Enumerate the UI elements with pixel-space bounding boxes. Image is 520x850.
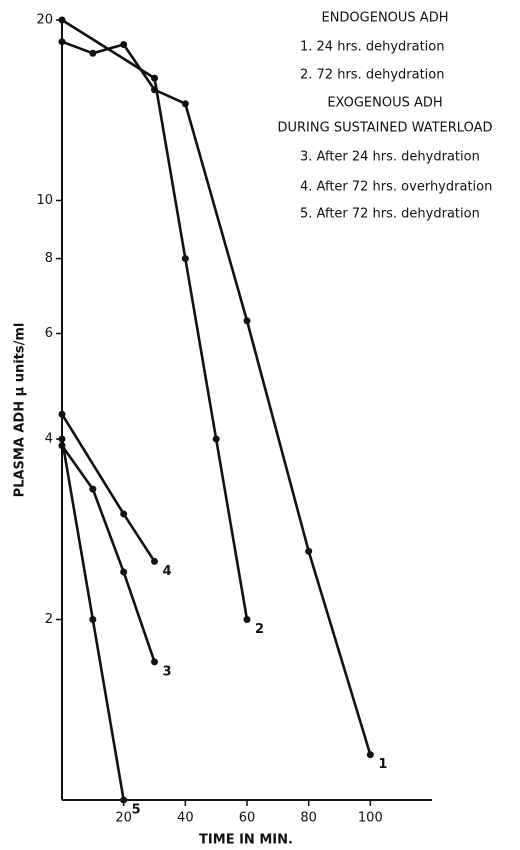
data-point [58,410,66,418]
data-point [58,38,66,46]
series-line [61,18,249,620]
legend-text: EXOGENOUS ADH [327,96,442,111]
y-tick-label: 4 [45,432,53,447]
x-tick-label: 80 [300,811,317,826]
legend-text: DURING SUSTAINED WATERLOAD [278,121,493,136]
data-point [89,485,97,493]
data-point [243,616,251,624]
x-tick-label: 100 [358,811,383,826]
data-point [120,568,128,576]
data-point [366,751,374,759]
series-label: 5 [132,803,141,818]
data-point [58,435,66,443]
y-tick-label: 6 [45,326,53,341]
data-point [181,255,189,263]
data-point [58,16,66,24]
legend-text: 5. After 72 hrs. dehydration [300,207,480,222]
data-point [212,435,220,443]
series-label: 3 [163,664,172,679]
x-tick-label: 20 [115,811,132,826]
legend-text: 4. After 72 hrs. overhydration [300,180,492,195]
data-point [151,557,158,565]
series-line [60,444,156,663]
y-axis-title: PLASMA ADH μ units/ml [13,323,28,498]
series-line [61,40,372,756]
legend-text: 3. After 24 hrs. dehydration [300,150,480,165]
series-label: 2 [255,622,264,637]
data-point [120,796,128,804]
data-point [89,616,97,624]
data-point [89,49,97,57]
data-point [120,41,128,49]
data-point [181,100,189,108]
data-point [151,658,158,666]
series-line [60,413,156,563]
series-label: 1 [378,757,387,772]
legend-text: ENDOGENOUS ADH [321,11,448,26]
data-point [243,317,251,325]
y-tick-label: 10 [36,193,53,208]
x-tick-label: 60 [239,811,256,826]
data-point [305,547,313,555]
series-label: 4 [163,564,172,579]
data-point [151,74,158,82]
x-tick-label: 40 [177,811,194,826]
data-point [120,510,128,518]
y-tick-label: 8 [45,251,53,266]
legend-text: 2. 72 hrs. dehydration [300,68,444,83]
legend-text: 1. 24 hrs. dehydration [300,40,444,55]
y-tick-label: 2 [45,612,53,627]
y-tick-label: 20 [36,13,53,28]
x-axis-title: TIME IN MIN. [199,833,293,848]
